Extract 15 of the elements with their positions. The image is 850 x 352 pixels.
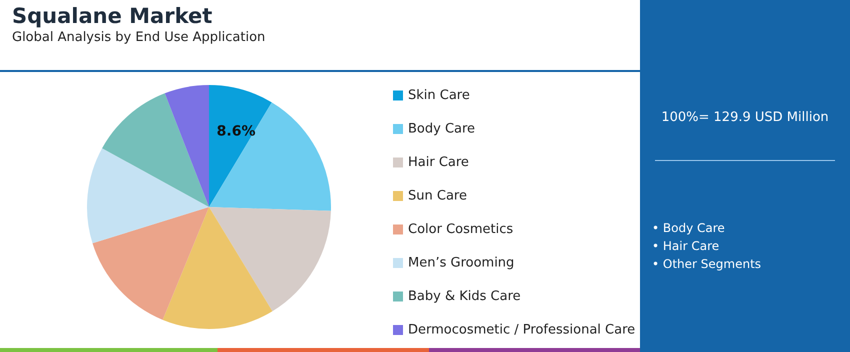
- text: • Hair Care: [652, 238, 720, 255]
- text: 100%= 129.9 USD Million: [660, 110, 830, 125]
- legend-label: Skin Care: [408, 88, 470, 103]
- legend-label: Men’s Grooming: [408, 256, 514, 270]
- text: • Body Care: [652, 220, 726, 237]
- data-label: 8.6%: [216, 123, 256, 140]
- legend-label: Body Care: [408, 122, 476, 136]
- chart-title: Squalane Market: [12, 4, 214, 28]
- chart-subtitle: Global Analysis by End Use Application: [12, 30, 266, 45]
- legend-label: Color Cosmetics: [408, 222, 514, 237]
- legend-label: Baby & Kids Care: [408, 289, 521, 304]
- legend-label: Sun Care: [408, 188, 467, 204]
- text: • Other Segments: [652, 256, 762, 273]
- legend-label: Dermocosmetic / Professional Care: [408, 322, 636, 338]
- legend-label: Hair Care: [408, 155, 469, 170]
